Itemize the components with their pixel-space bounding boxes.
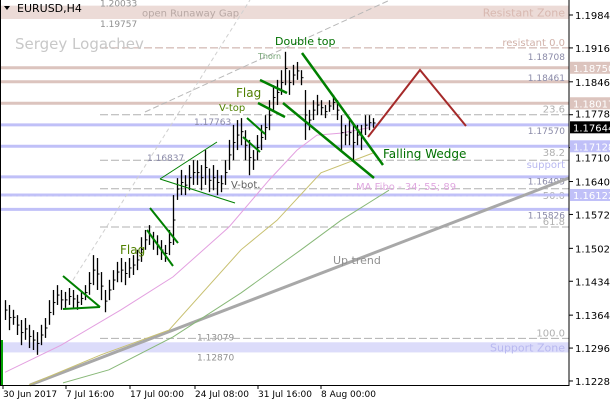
x-tick-label: 7 Jul 16:00 (66, 390, 115, 400)
annotation-v-top: V-top (219, 103, 245, 114)
y-tick-label: 1.12960 (575, 344, 610, 355)
price-tag (570, 188, 610, 201)
annotation-ma-fibo: MA Fibo - 34; 55; 89 (356, 182, 456, 193)
zone-band (0, 342, 569, 353)
level-price-text: 1.16495 (528, 177, 565, 187)
annotation-flag-lower: Flag (120, 243, 145, 257)
forecast-zigzag (367, 68, 467, 138)
price-tag-text: 1.18750 (573, 64, 610, 75)
price-tag-text: 1.16122 (573, 191, 610, 202)
annotation-v-bot: V-bot. (231, 180, 260, 191)
x-tick-label: 17 Jul 00:00 (130, 390, 184, 400)
moving-average-34 (4, 127, 370, 373)
pattern-line (146, 229, 174, 267)
pattern-line (282, 102, 375, 179)
level-price-text: 1.15826 (528, 211, 565, 221)
zone-label: Support Zone (490, 341, 565, 354)
x-tick-label: 8 Aug 00:00 (321, 390, 376, 400)
pattern-line (259, 78, 288, 95)
y-tick-label: 1.19840 (575, 11, 610, 22)
author-watermark: Sergey Logachev (15, 35, 144, 53)
level-label: 23.6 (543, 105, 565, 116)
pattern-line (149, 207, 179, 244)
y-tick-label: 1.12280 (575, 377, 610, 388)
symbol-header[interactable]: EURUSD,H4 (4, 2, 82, 15)
symbol-title: EURUSD,H4 (17, 2, 82, 15)
channel-line (72, 0, 251, 281)
price-tag (570, 97, 610, 110)
pattern-line (246, 117, 266, 135)
level-price-text: 1.18461 (528, 74, 565, 84)
zone-bottom-price: 1.19757 (100, 20, 137, 30)
y-tick-label: 1.13640 (575, 311, 610, 322)
moving-average-89 (62, 189, 390, 384)
x-tick-label: 30 Jun 2017 (3, 390, 57, 400)
y-tick-label: 1.18460 (575, 78, 610, 89)
y-tick-label: 1.19160 (575, 44, 610, 55)
annotation-double-top: Double top (275, 35, 336, 48)
annotation-v-top-price: 1.17763 (194, 118, 231, 128)
y-tick-label: 1.17780 (575, 110, 610, 121)
y-tick-label: 1.16400 (575, 178, 610, 189)
moving-average-55 (28, 152, 374, 386)
annotation-thorn: Thorn (257, 52, 281, 61)
level-label: 61.8 (543, 217, 565, 228)
y-tick-label: 1.15720 (575, 210, 610, 221)
price-tag (570, 140, 610, 153)
triangle-down-icon[interactable] (4, 6, 10, 10)
pattern-line (300, 52, 385, 166)
pattern-line (159, 178, 236, 204)
zone-top-price: 1.20033 (100, 0, 137, 10)
x-tick-label: 31 Jul 16:00 (258, 390, 312, 400)
level-price-text: 1.18708 (528, 53, 565, 63)
zone-label: Resistant Zone (483, 6, 566, 19)
price-tag-text: 1.18017 (573, 99, 610, 110)
level-label: resistant 0.0 (502, 38, 565, 49)
y-tick-label: 1.14340 (575, 277, 610, 288)
annotation-flag-upper: Flag (236, 86, 261, 100)
y-tick-label: 1.17100 (575, 154, 610, 165)
zone-bottom-price: 1.12870 (197, 353, 234, 363)
annotation-triangle-price: 1.16837 (147, 154, 184, 164)
pattern-line (257, 101, 286, 119)
x-tick-label: 24 Jul 08:00 (195, 390, 249, 400)
price-tag (570, 61, 610, 74)
pattern-line (242, 136, 261, 153)
up-trend-line (29, 176, 570, 387)
pattern-line (62, 306, 101, 310)
annotation-falling-wedge: Falling Wedge (383, 147, 466, 161)
y-tick-label: 1.15020 (575, 244, 610, 255)
level-label: 38.2 (543, 148, 565, 159)
zone-note: open Runaway Gap (142, 8, 239, 19)
current-price-tag (570, 121, 610, 134)
current-price-text: 1.17644 (573, 123, 610, 134)
price-tag-text: 1.17128 (573, 142, 610, 153)
level-label: support (527, 160, 565, 171)
level-price-text: 1.17570 (528, 127, 565, 137)
level-label: 100.0 (536, 328, 565, 339)
pattern-line (62, 275, 101, 308)
annotation-up-trend: Up trend (333, 254, 381, 267)
zone-band (0, 5, 569, 20)
pattern-line (159, 141, 218, 180)
